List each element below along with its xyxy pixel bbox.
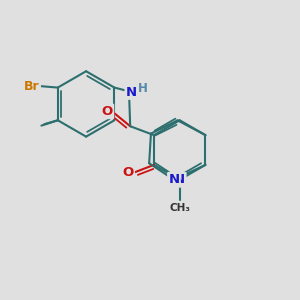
Text: O: O bbox=[122, 166, 134, 179]
Text: O: O bbox=[102, 105, 113, 118]
Text: N: N bbox=[168, 173, 179, 186]
Text: N: N bbox=[174, 173, 185, 186]
Text: Br: Br bbox=[24, 80, 40, 93]
Text: N: N bbox=[126, 85, 137, 98]
Text: H: H bbox=[138, 82, 148, 95]
Text: CH₃: CH₃ bbox=[169, 203, 190, 213]
